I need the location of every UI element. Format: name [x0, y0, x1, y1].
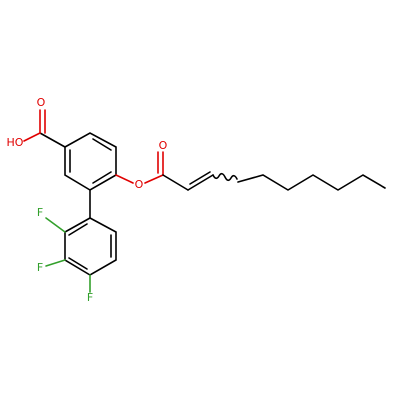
- atom-label: F: [37, 206, 43, 219]
- bond: [144, 174, 164, 184]
- double-bond: [92, 171, 112, 184]
- alkyl-chain: [237, 174, 386, 191]
- bond: [162, 174, 189, 191]
- bonds: [23, 109, 386, 293]
- wavy-bond: [212, 172, 238, 182]
- bond: [39, 132, 66, 148]
- atom-label: HO: [7, 136, 24, 149]
- bond: [23, 132, 41, 142]
- bond: [187, 174, 214, 191]
- atom-label: O: [37, 96, 46, 109]
- atom-labels: O HO O O F F F: [7, 96, 168, 304]
- double-bond: [68, 257, 88, 270]
- atom-label: O: [159, 139, 168, 152]
- atom-label: F: [87, 291, 93, 304]
- double-bond: [92, 138, 112, 151]
- atom-label: F: [37, 261, 43, 274]
- double-bond: [68, 223, 88, 236]
- atom-label: O: [135, 178, 144, 191]
- bond: [45, 259, 66, 267]
- bond: [115, 174, 134, 184]
- double-bond: [189, 171, 211, 185]
- bond: [45, 217, 66, 233]
